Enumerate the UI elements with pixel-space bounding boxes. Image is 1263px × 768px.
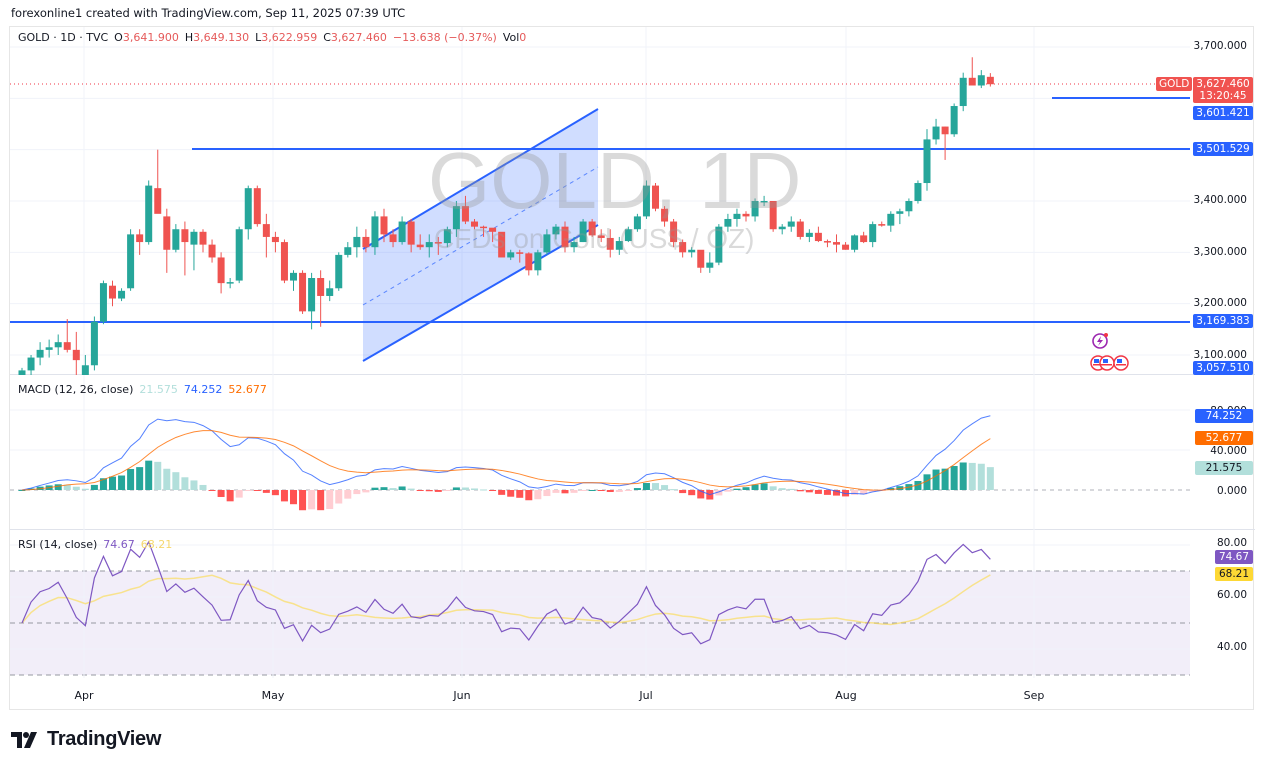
tradingview-logo-icon [11, 731, 37, 748]
us-flag-event-icons[interactable] [1087, 355, 1147, 399]
symbol-price-label: GOLD [1156, 77, 1192, 91]
level-tag-3601: 3,601.421 [1193, 106, 1253, 120]
rsi-tick: 80.00 [1216, 537, 1247, 549]
close-label: C [323, 31, 331, 44]
price-candles [10, 27, 1190, 375]
level-tag-3501: 3,501.529 [1193, 142, 1253, 156]
time-axis[interactable]: Apr May Jun Jul Aug Sep [10, 678, 1190, 710]
last-price: 3,627.460 [1196, 78, 1250, 90]
macd-line-value: 74.252 [183, 383, 223, 396]
rsi-tick: 60.00 [1216, 589, 1247, 601]
brand-name: TradingView [47, 728, 162, 750]
macd-legend: MACD (12, 26, close) 21.575 74.252 52.67… [18, 383, 267, 396]
chart-credit: forexonline1 created with TradingView.co… [11, 6, 406, 20]
high-value: 3,649.130 [193, 31, 250, 44]
open-value: 3,641.900 [122, 31, 179, 44]
rsi-title[interactable]: RSI (14, close) [18, 538, 98, 551]
price-tick: 3,300.000 [1193, 246, 1247, 258]
rsi-tick: 40.00 [1216, 641, 1247, 653]
time-label-sep: Sep [1023, 689, 1045, 702]
macd-signal-value: 52.677 [228, 383, 267, 396]
macd-tick: 40.000 [1210, 445, 1247, 457]
macd-plot [10, 375, 1190, 530]
rsi-tag: 74.67 [1215, 550, 1253, 564]
rsi-axis[interactable]: 80.00 60.00 40.00 74.67 68.21 [1190, 530, 1255, 678]
rsi-legend: RSI (14, close) 74.67 68.21 [18, 538, 172, 551]
rsi-ma-value: 68.21 [140, 538, 173, 551]
lightning-event-icon[interactable] [1087, 331, 1147, 375]
level-tag-3057: 3,057.510 [1193, 361, 1253, 375]
macd-axis[interactable]: 80.000 40.000 0.000 74.252 52.677 21.575 [1190, 375, 1255, 530]
time-label-apr: Apr [74, 689, 94, 702]
volume-label: Vol [502, 31, 520, 44]
macd-tick: 0.000 [1216, 485, 1247, 497]
tradingview-brand[interactable]: TradingView [11, 728, 161, 751]
price-axis[interactable]: 3,700.000 3,400.000 3,300.000 3,200.000 … [1190, 27, 1255, 375]
open-label: O [114, 31, 123, 44]
time-label-may: May [261, 689, 285, 702]
bar-countdown: 13:20:45 [1199, 90, 1247, 102]
price-tick: 3,400.000 [1193, 194, 1247, 206]
level-tag-3169: 3,169.383 [1193, 314, 1253, 328]
price-tick: 3,100.000 [1193, 349, 1247, 361]
macd-signal-tag: 52.677 [1195, 431, 1253, 445]
macd-pane[interactable]: MACD (12, 26, close) 21.575 74.252 52.67… [10, 375, 1255, 530]
change-value: −13.638 (−0.37%) [392, 31, 497, 44]
event-icons [1087, 331, 1147, 375]
price-tick: 3,200.000 [1193, 297, 1247, 309]
rsi-ma-tag: 68.21 [1215, 567, 1253, 581]
price-tick: 3,700.000 [1193, 40, 1247, 52]
low-label: L [255, 31, 262, 44]
macd-title[interactable]: MACD (12, 26, close) [18, 383, 134, 396]
close-value: 3,627.460 [330, 31, 387, 44]
high-label: H [184, 31, 194, 44]
low-value: 3,622.959 [261, 31, 318, 44]
symbol-legend: GOLD · 1D · TVC O3,641.900 H3,649.130 L3… [18, 31, 526, 44]
rsi-value: 74.67 [103, 538, 135, 551]
rsi-plot [10, 530, 1190, 678]
price-pane[interactable]: GOLD, 1D CFDs on Gold (US$ / OZ) GOLD · … [10, 27, 1255, 375]
time-label-jun: Jun [453, 689, 471, 702]
macd-hist-tag: 21.575 [1195, 461, 1253, 475]
rsi-pane[interactable]: RSI (14, close) 74.67 68.21 80.00 60.00 … [10, 530, 1255, 678]
time-label-jul: Jul [639, 689, 653, 702]
macd-line-tag: 74.252 [1195, 409, 1253, 423]
last-price-tag: 3,627.460 13:20:45 [1193, 77, 1253, 103]
macd-hist-value: 21.575 [139, 383, 178, 396]
volume-value: 0 [519, 31, 527, 44]
time-label-aug: Aug [835, 689, 857, 702]
symbol-name[interactable]: GOLD · 1D · TVC [18, 31, 109, 44]
chart-frame: GOLD, 1D CFDs on Gold (US$ / OZ) GOLD · … [9, 26, 1255, 710]
